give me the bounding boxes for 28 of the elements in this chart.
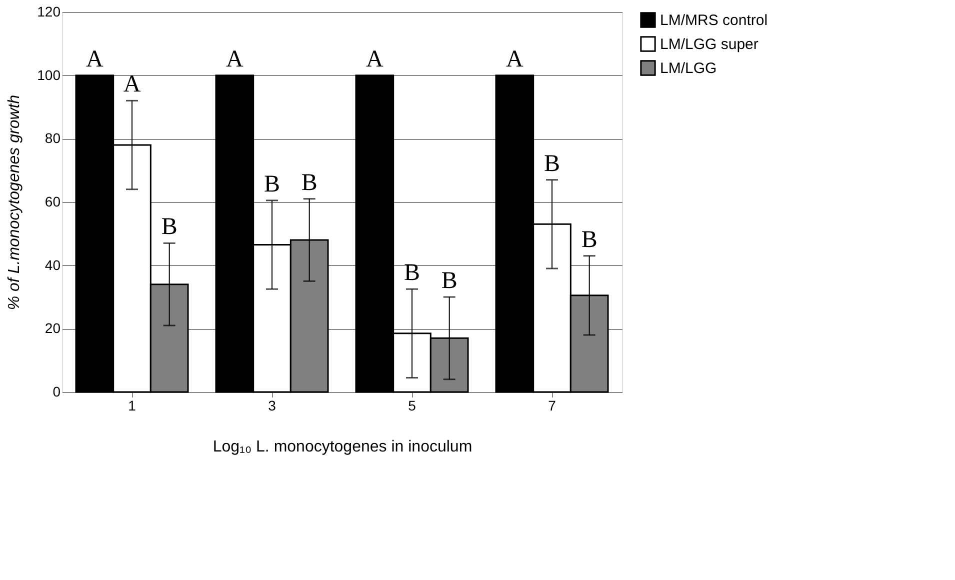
x-tick-label: 3: [268, 398, 276, 414]
data-label: B: [404, 260, 420, 286]
x-axis-title: Log₁₀ L. monocytogenes in inoculum: [212, 438, 472, 456]
data-label: B: [544, 150, 560, 177]
legend-label: LM/MRS control: [660, 12, 768, 29]
y-tick-label: 120: [37, 4, 61, 20]
y-tick-label: 80: [44, 130, 61, 146]
x-tick-label: 7: [548, 398, 556, 414]
x-tick-label: 1: [128, 398, 136, 414]
y-tick-label: 0: [52, 384, 61, 400]
data-label: B: [161, 214, 178, 240]
x-tick-label: 5: [408, 398, 416, 414]
y-tick-label: 100: [37, 66, 61, 83]
data-label: B: [264, 171, 280, 198]
data-label: A: [366, 46, 384, 72]
legend-label: LM/LGG: [660, 60, 717, 77]
legend-label: LM/LGG super: [660, 36, 758, 53]
y-axis-title: % of L.monocytogenes growth: [6, 94, 24, 310]
data-label: B: [441, 268, 458, 294]
y-tick-label: 40: [44, 256, 61, 273]
data-label: B: [581, 226, 598, 253]
data-label: A: [123, 72, 142, 98]
y-tick-label: 60: [44, 194, 61, 210]
data-label: A: [226, 46, 244, 72]
data-label: A: [506, 46, 524, 72]
y-tick-label: 20: [44, 320, 61, 336]
data-label: B: [301, 170, 318, 196]
data-label: A: [86, 46, 104, 72]
